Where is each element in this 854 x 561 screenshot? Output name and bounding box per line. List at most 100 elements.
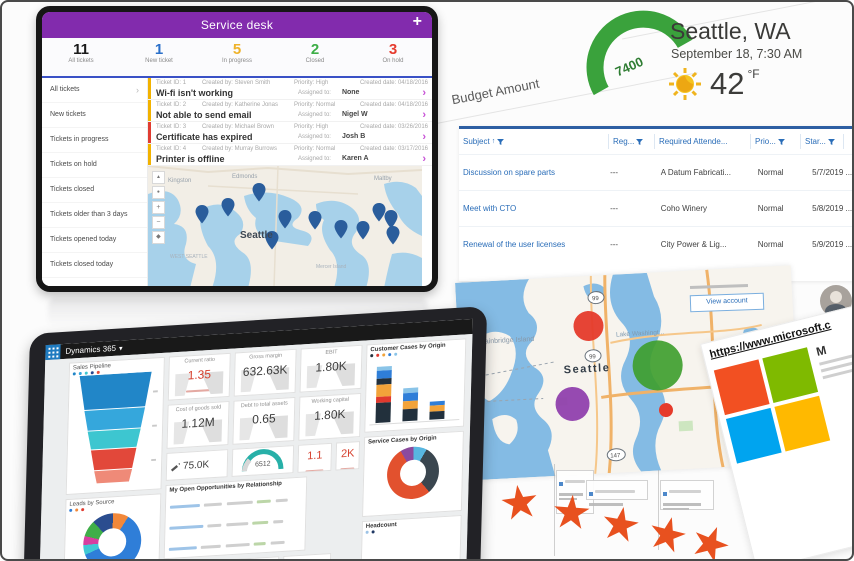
ticket-title: Printer is offline xyxy=(155,154,225,164)
ticket-row[interactable]: Ticket ID: 1 Created by: Steven Smith Pr… xyxy=(147,78,432,100)
timeline-item[interactable] xyxy=(586,480,648,506)
ticket-created-date: Created date: 04/18/2016 xyxy=(359,102,428,108)
tile-current-ratio[interactable]: Current ratio 1.35 xyxy=(167,352,231,401)
tile-2k[interactable]: 2K xyxy=(335,441,361,471)
ticket-created-by: Created by: Murray Burrows xyxy=(201,146,277,152)
filter-icon[interactable] xyxy=(497,138,505,145)
app-title: Service desk xyxy=(200,18,274,32)
sidebar-item-label: All tickets xyxy=(50,86,80,93)
stat-closed[interactable]: 2 Closed xyxy=(276,38,354,76)
cell-attendees: City Power & Lig... xyxy=(660,240,727,249)
filter-icon[interactable] xyxy=(636,138,644,145)
column-header-priority[interactable]: Prio... xyxy=(751,134,801,149)
kpi-value: 2K xyxy=(340,447,355,461)
tile-leads-source[interactable]: Leads by Source xyxy=(63,493,162,559)
tile-ebit[interactable]: EBIT 1.80K xyxy=(299,344,363,393)
stat-label: New ticket xyxy=(145,58,173,64)
divider xyxy=(42,76,432,78)
tile-sales-pipeline[interactable]: Sales Pipeline xyxy=(65,356,165,496)
weather-datetime: September 18, 7:30 AM xyxy=(671,47,803,61)
ticket-row[interactable]: Ticket ID: 4 Created by: Murray Burrows … xyxy=(147,144,432,166)
ticket-row[interactable]: Ticket ID: 2 Created by: Katherine Jonas… xyxy=(147,100,432,122)
priority-accent-bar xyxy=(147,100,151,121)
map-pan-up-button[interactable]: ▲ xyxy=(151,171,165,184)
stat-value: 2 xyxy=(310,41,320,58)
sort-ascending-icon[interactable]: ↑ xyxy=(491,138,496,145)
svg-text:WEST SEATTLE: WEST SEATTLE xyxy=(170,254,208,260)
app-launcher-icon[interactable] xyxy=(45,344,61,361)
chevron-right-icon[interactable]: › xyxy=(422,153,426,165)
rating-star-icon: ★ xyxy=(595,494,646,554)
tile-working-capital[interactable]: Working capital 1.80K xyxy=(298,392,362,441)
sidebar-item-new-tickets[interactable]: New tickets xyxy=(42,103,147,128)
tile-gross-margin[interactable]: Gross margin 632.63K xyxy=(233,348,297,397)
caret-down-icon[interactable]: ▾ xyxy=(118,344,123,353)
filter-icon[interactable] xyxy=(827,138,835,145)
view-account-button[interactable]: View account xyxy=(689,292,765,313)
map-label-lake: Lake Washingt... xyxy=(616,329,665,339)
tile-opportunities[interactable]: My Open Opportunities by Relationship xyxy=(163,476,308,559)
column-header-start[interactable]: Star... xyxy=(801,134,844,149)
ticket-row[interactable]: Ticket ID: 3 Created by: Michael Brown P… xyxy=(147,122,432,144)
assigned-to-label: Assigned to: xyxy=(297,90,331,96)
ticket-priority: Priority: Normal xyxy=(293,102,336,108)
chevron-right-icon[interactable]: › xyxy=(422,131,426,143)
route-shield-99: 99 xyxy=(587,291,605,305)
stat-value: 5 xyxy=(232,41,242,58)
map-locate-button[interactable]: ● xyxy=(151,186,165,199)
sidebar-item-tickets-closed[interactable]: Tickets closed xyxy=(42,178,147,203)
cell-subject[interactable]: Discussion on spare parts xyxy=(463,168,556,177)
map-zoom-in-button[interactable]: + xyxy=(151,201,165,214)
sidebar-item-tickets-in-progress[interactable]: Tickets in progress xyxy=(42,128,147,153)
cell-regarding: --- xyxy=(610,240,619,249)
sun-icon xyxy=(669,68,701,100)
stat-on-hold[interactable]: 3 On hold xyxy=(354,38,432,76)
table-row[interactable]: Meet with CTO --- Coho Winery Normal 5/8… xyxy=(459,190,852,226)
svg-text:99: 99 xyxy=(592,296,600,302)
table-row[interactable]: Discussion on spare parts --- A Datum Fa… xyxy=(459,154,852,190)
table-row[interactable]: Renewal of the user licenses --- City Po… xyxy=(459,226,852,262)
kpi-value: 75.0K xyxy=(182,459,210,472)
sidebar-item-tickets-older[interactable]: Tickets older than 3 days xyxy=(42,203,147,228)
timeline-gridline xyxy=(554,464,555,556)
sidebar-item-tickets-opened-today[interactable]: Tickets opened today xyxy=(42,228,147,253)
tile-75k[interactable]: 75.0K xyxy=(165,449,229,481)
rating-star-icon: ★ xyxy=(495,473,544,531)
sidebar-item-tickets-closed-today[interactable]: Tickets closed today xyxy=(42,253,147,278)
tile-1-1[interactable]: 1.1 xyxy=(297,442,333,473)
sidebar-item-all-tickets[interactable]: All tickets › xyxy=(42,78,147,103)
tile-customer-cases[interactable]: Customer Cases by Origin xyxy=(364,338,467,433)
tile-kpi-9[interactable]: 9 Less than 5 days xyxy=(281,553,332,559)
chevron-right-icon[interactable]: › xyxy=(422,87,426,99)
tile-service-cases[interactable]: Service Cases by Origin xyxy=(362,430,464,518)
add-ticket-button[interactable]: + xyxy=(412,13,422,30)
ticket-locations-map[interactable]: Seattle Kingston Edmonds Maltby WEST SEA… xyxy=(147,165,432,286)
tile-debt-assets[interactable]: Debt to total assets 0.65 xyxy=(232,396,296,445)
column-header-subject[interactable]: Subject ↑ xyxy=(459,134,609,149)
timeline-item[interactable] xyxy=(660,480,714,510)
stat-new-ticket[interactable]: 1 New ticket xyxy=(120,38,198,76)
column-header-regarding[interactable]: Reg... xyxy=(609,134,655,149)
chevron-right-icon[interactable]: › xyxy=(422,109,426,121)
cell-subject[interactable]: Meet with CTO xyxy=(463,204,517,213)
svg-text:Kingston: Kingston xyxy=(168,178,191,184)
filter-icon[interactable] xyxy=(777,138,785,145)
ticket-stats-row: 11 All tickets 1 New ticket 5 In progres… xyxy=(42,38,432,76)
stat-in-progress[interactable]: 5 In progress xyxy=(198,38,276,76)
priority-accent-bar xyxy=(147,122,151,143)
sidebar-item-tickets-on-hold[interactable]: Tickets on hold xyxy=(42,153,147,178)
brand-label[interactable]: Dynamics 365 xyxy=(65,343,117,356)
tile-gauge[interactable]: 6512 xyxy=(231,445,295,477)
timeline-item[interactable] xyxy=(556,470,594,514)
gauge-value: 7400 xyxy=(613,54,646,79)
map-compass-button[interactable]: ◆ xyxy=(151,231,165,244)
tile-headcount[interactable]: Headcount xyxy=(359,514,462,559)
map-zoom-out-button[interactable]: − xyxy=(151,216,165,229)
tile-cogs[interactable]: Cost of goods sold 1.12M xyxy=(166,400,230,449)
column-header-attendees[interactable]: Required Attende... xyxy=(655,134,751,149)
stat-all-tickets[interactable]: 11 All tickets xyxy=(42,38,120,76)
tile-kpi-12[interactable]: 12 xyxy=(229,556,280,559)
cell-subject[interactable]: Renewal of the user licenses xyxy=(463,240,566,249)
assigned-to-label: Assigned to: xyxy=(297,112,331,118)
